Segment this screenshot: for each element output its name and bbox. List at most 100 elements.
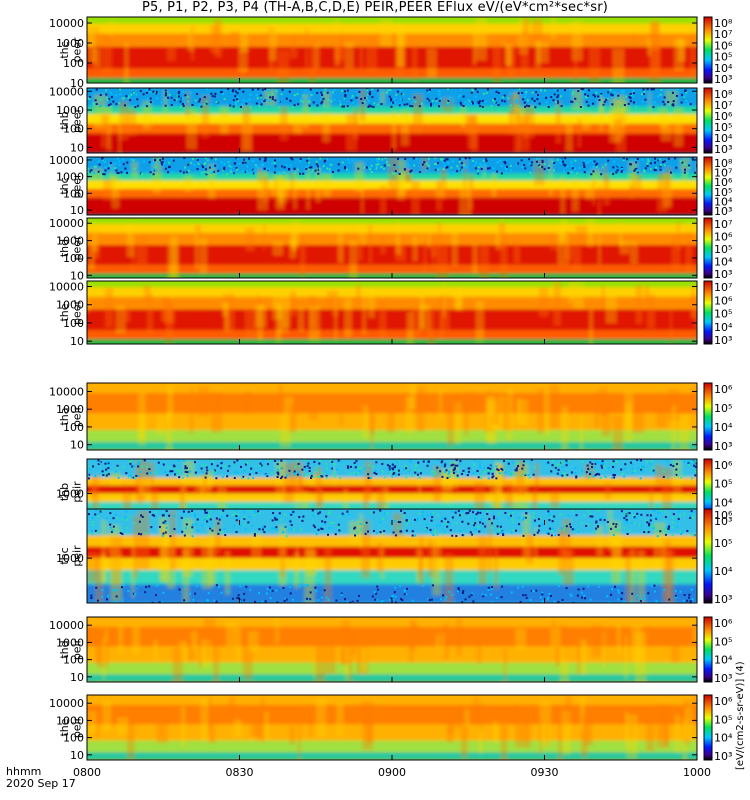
colorbar-tick-label: 10⁶: [714, 176, 733, 189]
colorbar-tick-label: 10⁶: [714, 383, 733, 396]
colorbar-tick-label: 10³: [714, 440, 732, 453]
ytick-label: 1000: [56, 171, 84, 184]
xtick-label: 0830: [226, 766, 254, 779]
colorbar-unit-label: [eV/(cm2-s-sr-eV)] (4): [735, 661, 746, 770]
colorbar: [703, 616, 713, 683]
ytick-label: 10000: [49, 154, 84, 167]
ytick-label: 100: [63, 421, 84, 434]
ytick-label: 10: [70, 204, 84, 217]
panel-ylabel: thdpeir: [58, 638, 84, 660]
colorbar-tick-label: 10⁵: [714, 635, 732, 648]
colorbar-tick-label: 10⁴: [714, 732, 733, 745]
colorbar-tick-label: 10³: [714, 143, 732, 156]
ytick-label: 1000: [56, 299, 84, 312]
ytick-label: 1000: [56, 714, 84, 727]
colorbar-tick-label: 10³: [714, 672, 732, 685]
spectrogram-panel: thepeir 10 100 1000 10000 10³ 10⁴ 10⁵ 10⁶: [49, 694, 733, 763]
ytick-label: 100: [63, 252, 84, 265]
colorbar-tick-label: 10³: [714, 334, 732, 347]
ytick-label: 100: [63, 317, 84, 330]
colorbar-tick-label: 10³: [714, 73, 732, 86]
ytick-label: 100: [63, 187, 84, 200]
colorbar-tick-label: 10⁷: [714, 28, 732, 41]
colorbar-tick-label: 10⁴: [714, 421, 733, 434]
colorbar-tick-label: 10⁶: [714, 294, 733, 307]
colorbar-tick-label: 10⁵: [714, 402, 732, 415]
ytick-label: 10000: [49, 619, 84, 632]
colorbar-tick-label: 10³: [714, 593, 732, 606]
colorbar-tick-label: 10⁵: [714, 121, 732, 134]
colorbar: [703, 217, 713, 279]
colorbar-tick-label: 10³: [714, 750, 732, 763]
colorbar-tick-label: 10³: [714, 205, 732, 218]
ytick-label: 1000: [56, 636, 84, 649]
panel-ylabel: thbpeir: [58, 481, 84, 503]
colorbar-tick-label: 10⁴: [714, 654, 733, 667]
ytick-label: 1000: [56, 37, 84, 50]
colorbar-tick-label: 10⁷: [714, 99, 732, 112]
ytick-label: 1000: [56, 403, 84, 416]
colorbar-tick-label: 10⁸: [714, 17, 733, 30]
ytick-label: 1000: [56, 104, 84, 117]
ytick-label: 10000: [49, 280, 84, 293]
ytick-label: 10: [70, 439, 84, 452]
colorbar-tick-label: 10⁶: [714, 110, 733, 123]
colorbar: [703, 16, 713, 84]
ytick-label: 10000: [49, 85, 84, 98]
colorbar: [703, 508, 713, 604]
xtick-label: 0930: [531, 766, 559, 779]
ytick-label: 10: [70, 671, 84, 684]
colorbar-tick-label: 10⁵: [714, 308, 732, 321]
panel-ylabel: thapeir: [58, 405, 84, 427]
colorbar-tick-label: 10³: [714, 268, 732, 281]
colorbar-tick-label: 10⁶: [714, 39, 733, 52]
ytick-label: 10: [70, 141, 84, 154]
ytick-label: 1000: [56, 235, 84, 248]
colorbar-tick-label: 10⁴: [714, 565, 733, 578]
colorbar-tick-label: 10⁷: [714, 167, 732, 180]
colorbar-tick-label: 10⁵: [714, 243, 732, 256]
colorbar-tick-label: 10⁵: [714, 186, 732, 199]
ytick-label: 1000: [56, 488, 84, 501]
ytick-label: 100: [63, 57, 84, 70]
spectrogram-panel: thapeir 10 100 1000 10000 10³ 10⁴ 10⁵ 10⁶: [49, 382, 733, 453]
ytick-label: 10: [70, 269, 84, 282]
time-axis-label: hhmm: [6, 765, 42, 778]
colorbar-tick-label: 10⁵: [714, 713, 732, 726]
colorbar: [703, 382, 713, 451]
ytick-label: 1000: [56, 552, 84, 565]
colorbar: [703, 156, 713, 216]
ytick-label: 100: [63, 654, 84, 667]
panel-ylabel: thepeir: [58, 716, 84, 738]
ytick-label: 10000: [49, 217, 84, 230]
plot-title: P5, P1, P2, P3, P4 (TH-A,B,C,D,E) PEIR,P…: [141, 0, 609, 15]
ytick-label: 10000: [49, 385, 84, 398]
colorbar-tick-label: 10⁴: [714, 132, 733, 145]
colorbar-tick-label: 10⁷: [714, 218, 732, 231]
colorbar-tick-label: 10³: [714, 515, 732, 528]
colorbar-tick-label: 10⁶: [714, 695, 733, 708]
xtick-label: 0800: [73, 766, 101, 779]
colorbar-tick-label: 10⁴: [714, 62, 733, 75]
ytick-label: 10000: [49, 17, 84, 30]
colorbar: [703, 87, 713, 154]
colorbar: [703, 280, 713, 345]
colorbar: [703, 694, 713, 761]
colorbar-tick-label: 10⁷: [714, 281, 732, 294]
colorbar-tick-label: 10⁴: [714, 256, 733, 269]
spectrogram-panel: thdpeir 10 100 1000 10000 10³ 10⁴ 10⁵ 10⁶: [49, 616, 733, 685]
time-axis: 0800 0830 0900 0930 1000: [73, 78, 711, 779]
panel-ylabel: thdpeer: [58, 235, 84, 261]
colorbar-tick-label: 10⁴: [714, 321, 733, 334]
colorbar-tick-label: 10⁴: [714, 496, 733, 509]
panel-ylabel: thepeer: [58, 300, 84, 326]
xtick-label: 0900: [378, 766, 406, 779]
ytick-label: 100: [63, 123, 84, 136]
panel-ylabel: thbpeer: [58, 108, 84, 134]
